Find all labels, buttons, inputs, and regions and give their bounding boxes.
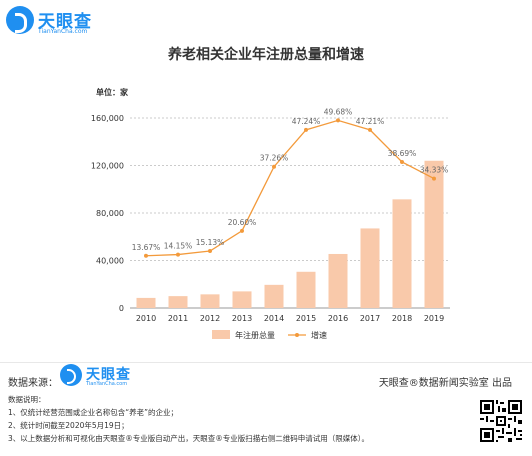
growth-line <box>145 119 435 257</box>
x-tick-label: 2018 <box>392 314 412 323</box>
x-tick-label: 2015 <box>296 314 316 323</box>
x-tick-label: 2012 <box>200 314 220 323</box>
chart-canvas: 0 40,000 80,000 120,000 160,000 2010 2011 2012 2… <box>91 107 450 340</box>
growth-point <box>240 228 244 233</box>
legend-label-line: 增速 <box>311 330 327 340</box>
growth-point <box>176 252 180 257</box>
note-3: 3、以上数据分析和可视化由天眼查®专业版自动产出，天眼查®专业版扫描右侧二维码申… <box>8 434 370 443</box>
unit-label: 单位：家 <box>96 88 128 97</box>
qr-code-icon <box>478 398 524 444</box>
brand-domain: TianYanCha.com <box>38 28 88 35</box>
legend-label-bars: 年注册总量 <box>235 330 275 340</box>
notes-title: 数据说明： <box>8 395 46 404</box>
bar <box>296 271 316 308</box>
growth-data-label: 15.13% <box>196 238 225 247</box>
y-tick-label: 0 <box>119 304 124 313</box>
growth-data-label: 38.69% <box>388 149 417 158</box>
credit-text: 天眼查®数据新闻实验室 出品 <box>378 378 512 389</box>
note-2: 2、统计时间截至2020年5月19日； <box>8 421 129 430</box>
bar <box>328 253 348 308</box>
growth-data-label: 14.15% <box>164 242 193 251</box>
source-logo: 天眼查 TianYanCha.com <box>60 364 170 390</box>
x-tick-label: 2013 <box>232 314 252 323</box>
y-tick-label: 40,000 <box>96 257 124 266</box>
growth-data-label: 20.60% <box>228 218 257 227</box>
brand-logo-icon <box>6 6 34 34</box>
x-tick-label: 2014 <box>264 314 284 323</box>
source-logo-domain: TianYanCha.com <box>86 381 128 387</box>
growth-point <box>336 118 340 123</box>
legend-swatch-bars <box>212 330 230 339</box>
source-logo-icon <box>60 364 82 386</box>
growth-point <box>400 159 404 164</box>
bar <box>232 291 252 308</box>
growth-point <box>432 176 436 181</box>
x-tick-label: 2017 <box>360 314 380 323</box>
y-tick-label: 80,000 <box>96 209 124 218</box>
x-tick-label: 2010 <box>136 314 156 323</box>
growth-data-label: 47.24% <box>292 117 321 126</box>
x-tick-label: 2011 <box>168 314 188 323</box>
growth-point <box>368 127 372 132</box>
bar <box>424 160 444 308</box>
growth-data-label: 34.33% <box>420 166 449 175</box>
source-label: 数据来源： <box>8 378 58 389</box>
bar <box>392 199 412 308</box>
y-tick-label: 120,000 <box>91 162 124 171</box>
x-tick-label: 2016 <box>328 314 348 323</box>
source-logo-name: 天眼查 <box>86 367 131 383</box>
growth-point <box>208 249 212 253</box>
growth-point <box>304 127 308 132</box>
footer-divider <box>0 362 532 363</box>
growth-data-label: 13.67% <box>132 243 161 252</box>
brand-name: 天眼查 <box>38 12 92 32</box>
bar <box>360 228 380 308</box>
brand-logo: 天眼查 TianYanCha.com <box>6 6 136 38</box>
legend-swatch-point <box>295 333 299 337</box>
data-notes: 数据说明： 1、仅统计经营范围或企业名称包含“养老”的企业； 2、统计时间截至2… <box>8 393 369 445</box>
growth-point <box>272 164 276 169</box>
x-tick-label: 2019 <box>424 314 444 323</box>
growth-point <box>144 253 148 258</box>
bar <box>136 297 156 308</box>
growth-data-label: 49.68% <box>324 107 353 116</box>
bar <box>264 284 284 308</box>
bar <box>168 296 188 308</box>
growth-data-label: 47.21% <box>356 117 385 126</box>
growth-data-label: 37.26% <box>260 154 289 163</box>
bar <box>200 294 220 308</box>
y-tick-label: 160,000 <box>91 114 124 123</box>
chart-title: 养老相关企业年注册总量和增速 <box>168 47 364 63</box>
note-1: 1、仅统计经营范围或企业名称包含“养老”的企业； <box>8 408 179 417</box>
